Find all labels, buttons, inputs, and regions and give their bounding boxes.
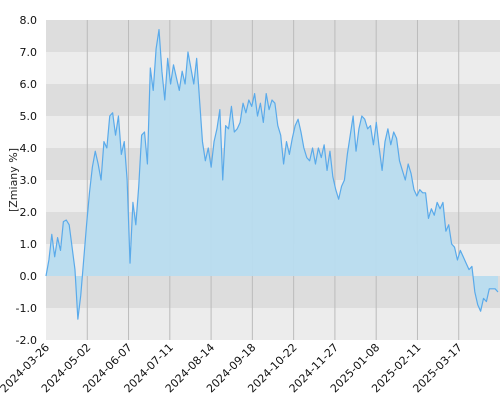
y-tick-label: 7.0 [20, 46, 38, 59]
grid-band [46, 308, 500, 340]
y-tick-label: -1.0 [16, 302, 37, 315]
y-tick-label: -2.0 [16, 334, 37, 347]
y-tick-label: 3.0 [20, 174, 38, 187]
grid-band [46, 52, 500, 84]
x-axis-ticks: 2024-03-262024-05-022024-06-072024-07-11… [0, 341, 465, 395]
series-line [45, 29, 499, 320]
grid-band [46, 20, 500, 52]
y-tick-label: 6.0 [20, 78, 38, 91]
y-tick-label: 5.0 [20, 110, 38, 123]
y-tick-label: 0.0 [20, 270, 38, 283]
series-area [46, 29, 498, 320]
series-layer [45, 29, 499, 320]
y-tick-label: 1.0 [20, 238, 38, 251]
y-axis-label: [Zmiany %] [7, 148, 20, 212]
y-tick-label: 8.0 [20, 14, 38, 27]
y-tick-label: 2.0 [20, 206, 38, 219]
y-tick-label: 4.0 [20, 142, 38, 155]
y-axis-ticks: -2.0 -1.0 0.0 1.0 2.0 3.0 4.0 5.0 6.0 7.0 8.0 [16, 14, 37, 347]
grid-band [46, 276, 500, 308]
